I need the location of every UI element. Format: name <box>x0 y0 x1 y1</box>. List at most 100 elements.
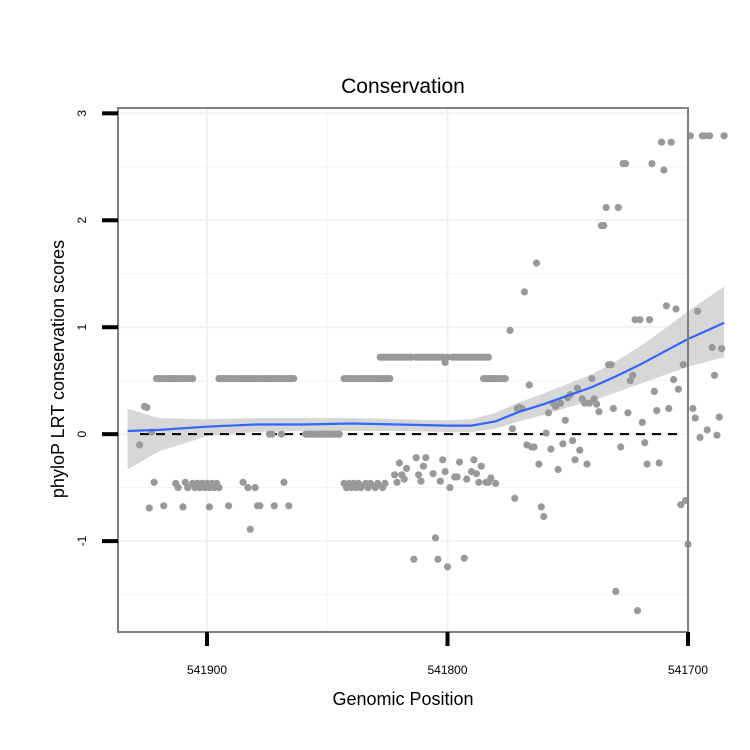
data-point <box>472 470 480 478</box>
data-point <box>694 307 702 315</box>
data-point <box>576 446 584 454</box>
data-point <box>225 502 233 510</box>
data-point <box>412 454 420 462</box>
data-point <box>641 439 649 447</box>
data-point <box>609 404 618 413</box>
data-point <box>696 433 704 441</box>
data-point <box>463 475 471 483</box>
data-point <box>621 160 630 168</box>
data-point <box>400 475 408 483</box>
data-point <box>715 413 723 421</box>
data-point <box>662 302 671 310</box>
data-point <box>573 384 582 392</box>
data-point <box>710 371 719 379</box>
data-point <box>184 484 192 492</box>
y-axis: -1 0 1 2 3 <box>75 110 118 546</box>
data-point <box>713 431 721 439</box>
data-point <box>277 430 286 438</box>
data-point <box>415 471 423 479</box>
data-point <box>446 484 454 492</box>
data-point <box>136 441 144 449</box>
data-point <box>612 587 620 596</box>
data-point <box>554 465 562 474</box>
data-point <box>150 478 158 486</box>
data-point <box>189 375 197 383</box>
data-point <box>477 462 485 470</box>
data-point <box>160 502 168 510</box>
data-points <box>136 132 728 615</box>
data-point <box>246 525 254 533</box>
x-axis-title: Genomic Position <box>332 689 473 709</box>
data-point <box>393 478 401 486</box>
data-point <box>624 409 632 417</box>
data-point <box>544 409 553 417</box>
data-point <box>653 407 661 415</box>
data-point <box>205 503 213 511</box>
x-axis: 541900 541800 541700 <box>187 632 708 677</box>
data-point <box>636 316 644 324</box>
data-point <box>239 478 247 486</box>
data-point <box>689 404 697 413</box>
data-point <box>561 416 569 424</box>
data-point <box>569 437 577 445</box>
data-point <box>386 375 394 383</box>
data-point <box>614 203 622 212</box>
data-point <box>667 138 675 146</box>
data-point <box>417 477 425 485</box>
data-point <box>679 361 687 369</box>
data-point <box>441 468 449 476</box>
data-point <box>244 484 252 492</box>
data-point <box>660 166 668 174</box>
data-point <box>677 501 685 509</box>
smooth-line <box>127 321 725 433</box>
data-point <box>422 454 430 462</box>
data-point <box>691 414 699 422</box>
data-point <box>366 479 375 487</box>
data-point <box>179 503 187 511</box>
data-point <box>403 464 411 472</box>
data-point <box>530 443 538 451</box>
data-point <box>672 305 680 313</box>
data-point <box>511 494 519 502</box>
data-point <box>720 132 728 140</box>
data-point <box>357 484 365 492</box>
data-point <box>602 203 610 212</box>
data-point <box>419 462 427 470</box>
data-point <box>600 222 608 230</box>
data-point <box>270 502 278 510</box>
data-point <box>645 316 654 324</box>
data-point <box>174 484 182 492</box>
data-point <box>429 470 437 478</box>
data-point <box>650 387 658 395</box>
data-point <box>410 555 418 563</box>
data-point <box>268 430 276 438</box>
data-point <box>537 503 545 511</box>
data-point <box>439 456 447 464</box>
data-point <box>556 399 565 407</box>
data-point <box>508 425 516 433</box>
data-point <box>215 484 223 492</box>
data-point <box>391 471 399 479</box>
data-point <box>460 554 468 562</box>
data-point <box>547 445 555 453</box>
data-point <box>535 460 543 468</box>
x-tick-label: 541700 <box>668 663 708 677</box>
smooth-trend <box>127 321 725 433</box>
y-tick-label: 3 <box>75 110 89 117</box>
data-point <box>436 477 444 485</box>
data-point <box>593 400 601 408</box>
y-tick-label: 0 <box>75 431 89 438</box>
data-point <box>525 381 533 389</box>
data-point <box>629 371 637 379</box>
data-point <box>506 326 514 334</box>
data-point <box>431 534 440 542</box>
x-tick-label: 541900 <box>187 663 227 677</box>
data-point <box>655 459 663 467</box>
y-tick-label: 1 <box>75 324 89 331</box>
data-point <box>475 478 483 486</box>
data-point <box>670 376 678 384</box>
data-point <box>374 479 382 487</box>
data-point <box>455 458 464 466</box>
data-point <box>585 399 594 407</box>
